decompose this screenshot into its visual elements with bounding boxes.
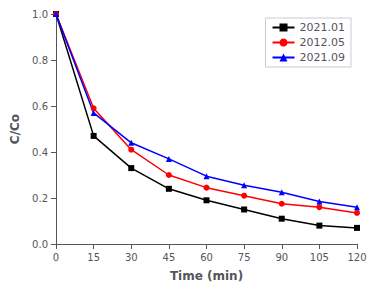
svg-text:0.6: 0.6 [32,101,48,112]
svg-text:2021.09: 2021.09 [300,51,346,64]
svg-text:120: 120 [347,252,366,263]
svg-text:60: 60 [200,252,213,263]
svg-text:0.8: 0.8 [32,55,48,66]
svg-text:90: 90 [275,252,288,263]
svg-text:30: 30 [125,252,138,263]
svg-text:2021.01: 2021.01 [300,21,346,34]
svg-text:0.2: 0.2 [32,193,48,204]
svg-text:0.4: 0.4 [32,147,48,158]
svg-text:0.0: 0.0 [32,239,48,250]
svg-text:75: 75 [238,252,251,263]
svg-text:0: 0 [53,252,59,263]
svg-text:1.0: 1.0 [32,9,48,20]
svg-text:C/Co: C/Co [8,114,22,144]
svg-text:45: 45 [163,252,176,263]
svg-text:Time (min): Time (min) [170,269,243,283]
svg-text:15: 15 [87,252,100,263]
svg-text:105: 105 [310,252,329,263]
svg-text:2012.05: 2012.05 [300,36,346,49]
